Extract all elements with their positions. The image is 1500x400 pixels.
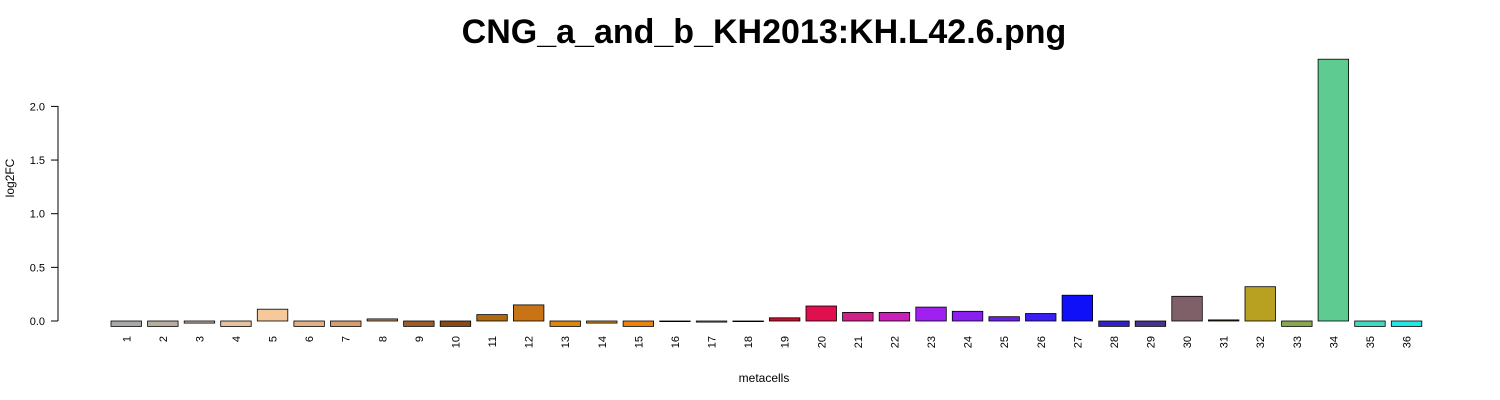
y-tick-label: 0.0 (30, 316, 45, 328)
x-tick-label: 28 (1109, 336, 1121, 348)
bar-14 (586, 320, 618, 324)
x-tick-label: 18 (743, 336, 755, 348)
x-tick-label: 36 (1402, 336, 1414, 348)
bar-10 (439, 320, 472, 327)
y-tick-label: 1.0 (30, 209, 45, 221)
bar-32 (1244, 286, 1276, 322)
x-tick-label: 16 (670, 336, 682, 348)
bar-29 (1134, 320, 1167, 327)
bar-22 (878, 311, 911, 322)
x-tick-label: 10 (450, 336, 462, 348)
x-tick-label: 4 (231, 336, 243, 342)
x-tick-label: 3 (194, 336, 206, 342)
bar-28 (1098, 320, 1130, 327)
x-tick-label: 5 (268, 336, 280, 342)
x-tick-label: 35 (1365, 336, 1377, 348)
x-tick-label: 31 (1219, 336, 1231, 348)
x-tick-label: 17 (707, 336, 719, 348)
bar-25 (988, 316, 1020, 322)
bar-3 (183, 320, 216, 324)
x-tick-label: 22 (889, 336, 901, 348)
x-tick-label: 29 (1145, 336, 1157, 348)
bars-group (110, 58, 1423, 327)
bar-26 (1025, 313, 1057, 322)
x-tick-label: 14 (597, 336, 609, 348)
bar-6 (293, 320, 325, 327)
bar-27 (1061, 294, 1093, 322)
bar-12 (513, 304, 545, 322)
bar-11 (476, 314, 508, 322)
bar-20 (805, 305, 837, 322)
bar-18 (732, 320, 764, 323)
bar-34 (1317, 58, 1349, 322)
bar-15 (622, 320, 654, 327)
x-axis-tick-labels: 1 2 3 4 5 6 7 8 9 10 11 12 13 14 15 16 17 18 19 20 21 22 23 24 2… (121, 336, 1413, 348)
x-tick-label: 12 (524, 336, 536, 348)
x-tick-label: 25 (999, 336, 1011, 348)
x-axis-label: metacells (739, 371, 790, 385)
x-tick-label: 26 (1036, 336, 1048, 348)
x-tick-label: 34 (1328, 336, 1340, 348)
bar-24 (951, 310, 984, 322)
x-tick-label: 19 (780, 336, 792, 348)
x-tick-label: 9 (414, 336, 426, 342)
bar-9 (403, 320, 435, 327)
x-tick-label: 8 (377, 336, 389, 342)
x-tick-label: 13 (560, 336, 572, 348)
x-tick-label: 27 (1072, 336, 1084, 348)
bar-7 (330, 320, 362, 327)
x-tick-label: 33 (1292, 336, 1304, 348)
bar-1 (110, 320, 142, 327)
x-tick-label: 24 (963, 336, 975, 348)
x-tick-label: 20 (816, 336, 828, 348)
chart-title: CNG_a_and_b_KH2013:KH.L42.6.png (462, 13, 1067, 51)
bar-17 (695, 320, 728, 323)
bar-5 (256, 308, 289, 322)
x-tick-label: 21 (853, 336, 865, 348)
bar-13 (549, 320, 581, 327)
x-tick-label: 32 (1255, 336, 1267, 348)
x-tick-label: 23 (926, 336, 938, 348)
x-tick-label: 1 (121, 336, 133, 342)
bar-36 (1390, 320, 1423, 327)
y-tick-label: 1.5 (30, 155, 45, 167)
bar-21 (842, 311, 874, 322)
bar-33 (1281, 320, 1313, 327)
y-tick-label: 0.5 (30, 262, 45, 274)
bar-8 (366, 318, 399, 322)
bar-31 (1208, 319, 1240, 322)
y-tick-label: 2.0 (30, 101, 45, 113)
x-tick-label: 7 (341, 336, 353, 342)
bar-4 (220, 320, 252, 327)
y-axis-ticks: 0.0 0.5 1.0 1.5 2.0 (30, 101, 58, 328)
bar-35 (1354, 320, 1386, 327)
x-tick-label: 6 (304, 336, 316, 342)
bar-16 (659, 320, 691, 323)
x-tick-label: 2 (158, 336, 170, 342)
x-tick-label: 11 (487, 336, 499, 347)
y-axis-label: log2FC (3, 158, 17, 197)
bar-2 (147, 320, 179, 327)
bar-30 (1171, 295, 1203, 322)
bar-19 (769, 317, 801, 322)
x-tick-label: 15 (633, 336, 645, 348)
x-tick-label: 30 (1182, 336, 1194, 348)
bar-23 (915, 306, 947, 322)
